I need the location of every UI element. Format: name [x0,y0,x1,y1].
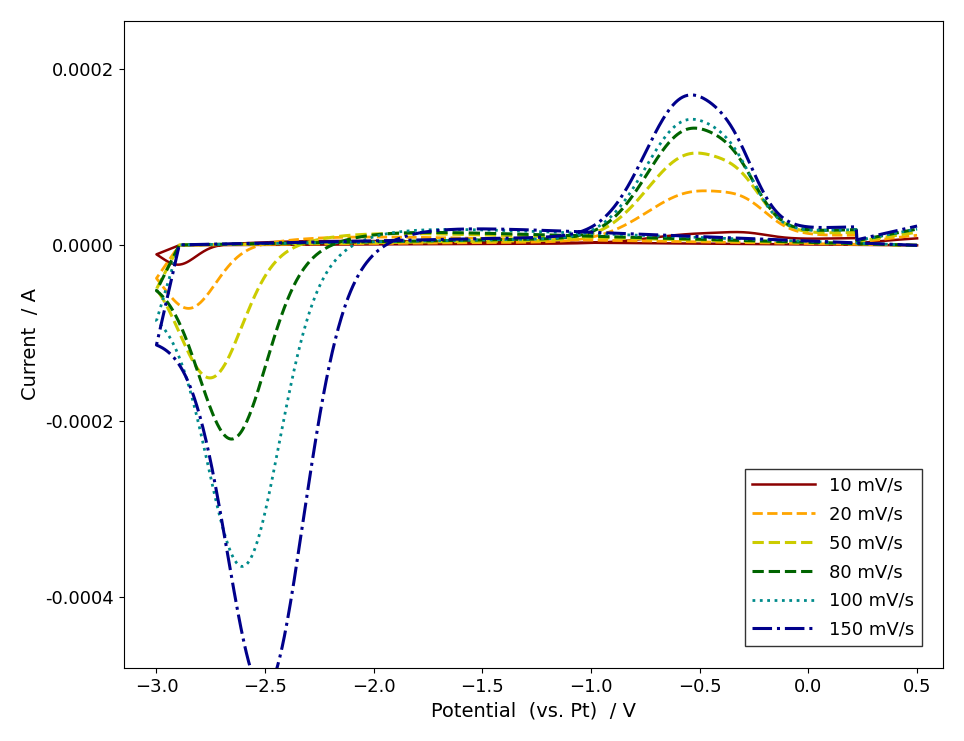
20 mV/s [182,304,194,313]
150 mV/s [911,222,923,230]
150 mV/s [834,238,845,247]
20 mV/s [171,298,182,307]
50 mV/s [204,373,216,382]
100 mV/s [171,346,182,355]
50 mV/s [869,234,880,243]
150 mV/s [211,488,223,496]
20 mV/s [869,236,880,245]
80 mV/s [911,241,923,250]
50 mV/s [690,149,702,158]
10 mV/s [911,234,923,243]
100 mV/s [868,233,879,242]
Line: 10 mV/s: 10 mV/s [156,232,917,265]
80 mV/s [869,233,880,242]
Line: 20 mV/s: 20 mV/s [156,191,917,308]
50 mV/s [588,228,600,237]
10 mV/s [869,237,880,246]
100 mV/s [237,562,249,571]
100 mV/s [211,499,223,508]
Line: 80 mV/s: 80 mV/s [156,128,917,439]
100 mV/s [686,115,698,124]
20 mV/s [868,236,879,245]
100 mV/s [588,225,600,233]
150 mV/s [588,221,600,230]
20 mV/s [911,241,923,250]
150 mV/s [258,687,270,696]
150 mV/s [171,356,182,365]
Line: 150 mV/s: 150 mV/s [156,95,917,691]
50 mV/s [211,370,223,379]
20 mV/s [588,232,600,241]
50 mV/s [911,241,923,250]
150 mV/s [686,90,698,99]
80 mV/s [868,233,879,242]
100 mV/s [911,225,923,233]
10 mV/s [172,260,183,269]
80 mV/s [688,124,700,133]
10 mV/s [171,260,182,269]
10 mV/s [911,241,923,250]
80 mV/s [211,418,223,427]
10 mV/s [588,239,600,247]
10 mV/s [834,240,845,249]
100 mV/s [869,233,880,242]
50 mV/s [911,227,923,236]
10 mV/s [730,227,741,236]
100 mV/s [834,238,845,247]
Line: 100 mV/s: 100 mV/s [156,119,917,566]
80 mV/s [911,225,923,233]
100 mV/s [911,241,923,250]
20 mV/s [834,239,845,248]
80 mV/s [226,435,237,444]
X-axis label: Potential  (vs. Pt)  / V: Potential (vs. Pt) / V [431,701,636,720]
50 mV/s [834,239,845,248]
Legend: 10 mV/s, 20 mV/s, 50 mV/s, 80 mV/s, 100 mV/s, 150 mV/s: 10 mV/s, 20 mV/s, 50 mV/s, 80 mV/s, 100 … [744,469,922,646]
20 mV/s [911,231,923,240]
150 mV/s [911,241,923,250]
80 mV/s [588,226,600,235]
50 mV/s [868,234,879,243]
150 mV/s [868,231,879,240]
Y-axis label: Current  / A: Current / A [21,288,40,400]
80 mV/s [834,239,845,247]
150 mV/s [869,231,880,240]
10 mV/s [211,242,223,250]
10 mV/s [868,237,879,246]
20 mV/s [699,187,710,196]
50 mV/s [171,322,182,330]
20 mV/s [211,276,223,285]
80 mV/s [171,312,182,321]
Line: 50 mV/s: 50 mV/s [156,153,917,378]
